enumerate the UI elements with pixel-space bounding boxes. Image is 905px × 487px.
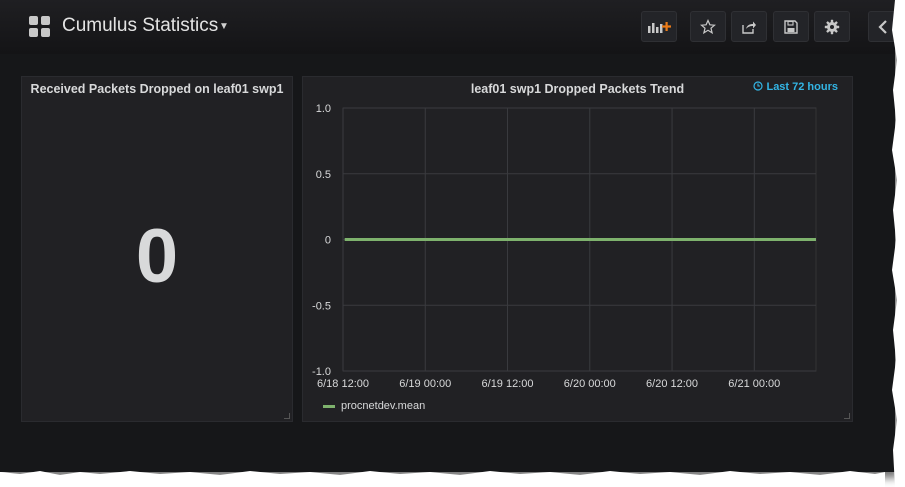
x-tick-label: 6/19 12:00 (482, 378, 534, 390)
time-range-label: Last 72 hours (766, 81, 838, 93)
torn-edge-right (892, 0, 905, 487)
graph-panel-title[interactable]: leaf01 swp1 Dropped Packets Trend (470, 82, 685, 96)
resize-handle[interactable] (284, 413, 290, 419)
x-tick-label: 6/21 00:00 (728, 378, 780, 390)
share-icon (742, 21, 756, 34)
y-tick-label: 1.0 (316, 103, 331, 115)
time-range-info[interactable]: Last 72 hours (753, 81, 838, 93)
add-panel-button[interactable] (641, 11, 677, 42)
stat-panel[interactable]: Received Packets Dropped on leaf01 swp1 … (21, 76, 293, 422)
add-panel-icon (648, 21, 671, 33)
legend-swatch[interactable] (323, 404, 335, 408)
x-tick-label: 6/19 00:00 (399, 378, 451, 390)
chevron-left-icon (878, 19, 887, 34)
line-chart: 1.0 0.5 0 -0.5 -1.06/18 12:00 6/19 00:00 6/19 … (312, 103, 817, 390)
torn-edge-bottom (0, 471, 885, 487)
x-tick-label: 6/20 12:00 (646, 378, 698, 390)
y-tick-label: -1.0 (312, 366, 331, 378)
stat-value: 0 (135, 214, 179, 299)
stat-panel-title[interactable]: Received Packets Dropped on leaf01 swp1 (30, 82, 284, 96)
dashboard-screen: Cumulus Statistics ▼ (0, 0, 895, 472)
star-button[interactable] (690, 11, 726, 42)
star-icon (700, 18, 716, 34)
settings-button[interactable] (814, 11, 850, 42)
y-tick-label: 0.5 (316, 169, 331, 181)
share-button[interactable] (731, 11, 767, 42)
chart-legend: procnetdev.mean (323, 400, 425, 412)
top-navbar: Cumulus Statistics ▼ (0, 0, 895, 54)
y-tick-label: -0.5 (312, 300, 331, 312)
save-button[interactable] (773, 11, 809, 42)
x-tick-label: 6/20 00:00 (564, 378, 616, 390)
back-button[interactable] (868, 11, 895, 42)
legend-label[interactable]: procnetdev.mean (341, 400, 426, 412)
dashboard-title[interactable]: Cumulus Statistics (62, 15, 219, 36)
resize-handle[interactable] (844, 413, 850, 419)
x-tick-label: 6/18 12:00 (317, 378, 369, 390)
dashboard-grid-icon[interactable] (29, 16, 51, 38)
graph-panel[interactable]: leaf01 swp1 Dropped Packets Trend Last 7… (302, 76, 853, 422)
chevron-down-icon[interactable]: ▼ (219, 21, 229, 32)
gear-icon (824, 19, 840, 34)
y-tick-label: 0 (325, 235, 331, 247)
clock-icon (753, 81, 764, 91)
save-icon (784, 19, 798, 34)
